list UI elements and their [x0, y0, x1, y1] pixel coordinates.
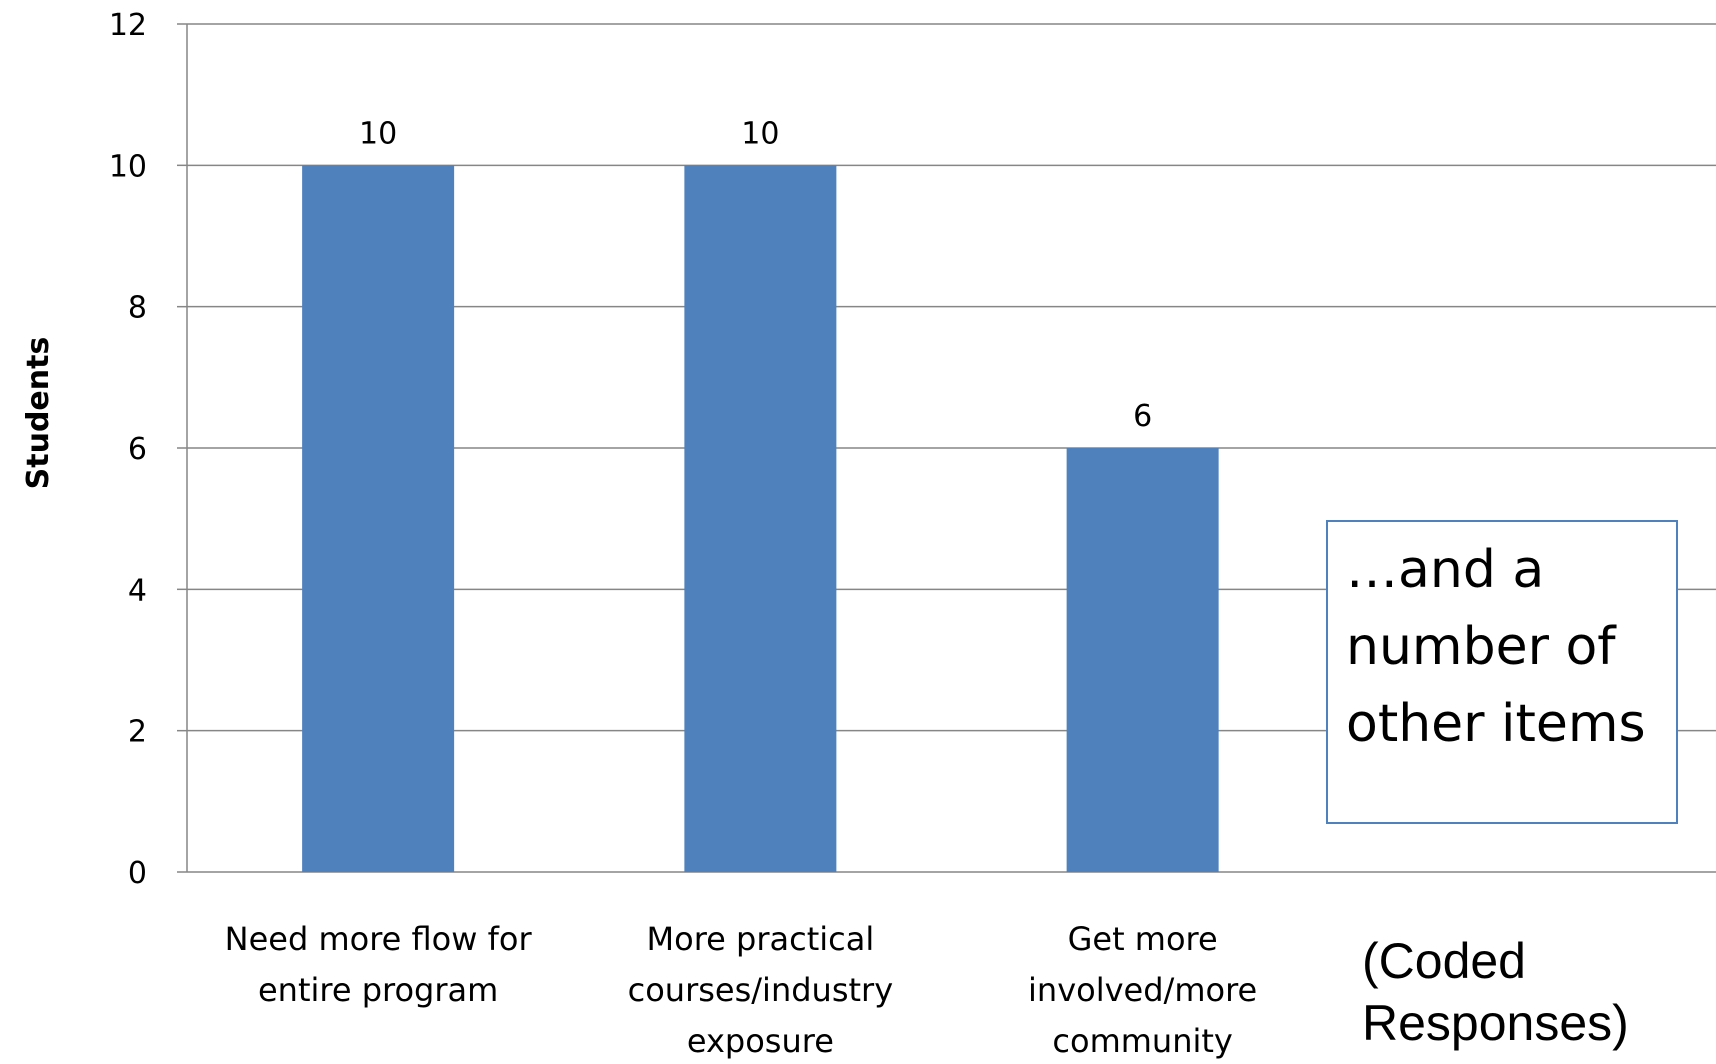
callout-line: other items — [1346, 694, 1646, 754]
y-tick-label: 8 — [128, 291, 147, 326]
bar — [1066, 448, 1219, 872]
callout-box: …and a number of other items — [1326, 520, 1678, 824]
x-category-label: Get more involved/more community — [1028, 920, 1257, 1060]
data-label: 6 — [1133, 399, 1152, 434]
labels: 0 2 4 6 8 10 12 10 Need more flow for entire prog… — [109, 8, 1257, 1060]
x-category-label-line: Need more flow for — [225, 920, 533, 958]
x-category-label-line: community — [1052, 1022, 1232, 1060]
bar — [684, 165, 837, 873]
x-category-label: Need more flow for entire program — [225, 920, 533, 1009]
y-tick-label: 10 — [109, 149, 147, 184]
y-tick-label: 4 — [128, 573, 147, 608]
footnote-line: Responses) — [1362, 995, 1629, 1051]
x-category-label-line: entire program — [258, 971, 498, 1009]
coded-responses-note: (Coded Responses) — [1362, 930, 1702, 1054]
bars — [302, 165, 1219, 873]
x-category-label-line: Get more — [1068, 920, 1218, 958]
y-tick-label: 12 — [109, 8, 147, 43]
callout-line: number of — [1346, 617, 1616, 677]
y-tick-label: 6 — [128, 432, 147, 467]
y-axis-title: Students — [21, 337, 56, 490]
footnote-line: (Coded — [1362, 933, 1526, 989]
x-category-label: More practical courses/industry exposure — [628, 920, 894, 1060]
y-tick-label: 2 — [128, 715, 147, 750]
x-category-label-line: exposure — [687, 1022, 834, 1060]
y-tick-label: 0 — [128, 856, 147, 891]
data-label: 10 — [741, 116, 779, 151]
bar — [302, 165, 455, 873]
x-category-label-line: involved/more — [1028, 971, 1257, 1009]
data-label: 10 — [359, 116, 397, 151]
x-category-label-line: More practical — [647, 920, 875, 958]
x-category-label-line: courses/industry — [628, 971, 894, 1009]
callout-line: …and a — [1346, 540, 1545, 600]
